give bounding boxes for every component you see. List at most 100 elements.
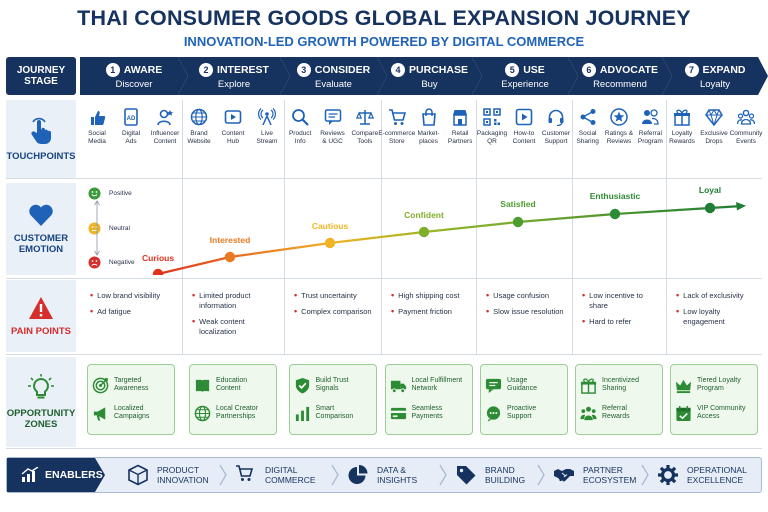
pain-point-item: • Low brand visibility xyxy=(90,291,184,301)
globe-icon xyxy=(194,405,211,421)
touchpoint-item: Referral Program xyxy=(633,108,667,146)
stage-chevron: 6 ADVOCATE Recommend xyxy=(568,57,672,95)
touchpoint-item: AD Digital Ads xyxy=(114,108,148,146)
cart-icon xyxy=(236,465,254,481)
enabler-item: OPERATIONAL EXCELLENCE xyxy=(657,458,747,492)
emotion-label: Confident xyxy=(404,210,444,220)
stage-name: EXPAND xyxy=(702,63,746,76)
column-divider xyxy=(284,100,285,354)
touchpoint-item: Product Info xyxy=(283,108,317,146)
emotion-label: Cautious xyxy=(312,221,349,231)
touchpoint-item: E-commerce Store xyxy=(378,108,415,146)
shield-check-icon xyxy=(295,377,309,394)
emotion-point xyxy=(512,216,524,228)
handshake-icon xyxy=(554,469,574,482)
bullet-icon: • xyxy=(192,316,196,326)
pain-point-list: • Lack of exclusivity • Low loyalty engagem… xyxy=(676,291,768,333)
column-divider xyxy=(572,100,573,354)
bullet-icon: • xyxy=(391,306,395,316)
pain-point-list: • High shipping cost • Payment friction xyxy=(391,291,485,323)
opportunity-item: Tiered Loyalty Program xyxy=(675,371,753,399)
opportunity-item: Usage Guidance xyxy=(485,371,563,399)
touchpoints-label: TOUCHPOINTS xyxy=(6,100,76,178)
pain-point-item: • High shipping cost xyxy=(391,291,485,301)
target-icon xyxy=(92,377,109,393)
touchpoint-item: Compare Tools xyxy=(348,108,382,146)
pain-point-item: • Usage confusion xyxy=(486,291,580,301)
touchpoint-label: Digital Ads xyxy=(121,130,141,145)
bullet-icon: • xyxy=(676,306,680,316)
opportunity-card: Education Content Local Creator Partnership… xyxy=(189,364,277,435)
stage-number: 6 xyxy=(582,63,596,77)
bullet-icon: • xyxy=(90,290,94,300)
happy-face-icon xyxy=(88,187,101,200)
touchpoint-label: Social Media xyxy=(88,130,106,145)
magnifier-icon xyxy=(292,109,309,126)
pain-point-text: Limited product information xyxy=(199,291,251,310)
chevron-separator-icon xyxy=(641,464,649,486)
cart-icon xyxy=(388,109,406,125)
touchpoint-item: Brand Website xyxy=(182,108,216,146)
warning-icon xyxy=(29,296,53,319)
bullet-icon: • xyxy=(192,290,196,300)
book-icon xyxy=(195,379,210,392)
chevron-separator-icon xyxy=(537,464,545,486)
pain-point-item: • Low incentive to share xyxy=(582,291,676,311)
bullet-icon: • xyxy=(294,290,298,300)
emotion-label: Loyal xyxy=(699,185,721,195)
opportunity-text: Seamless Payments xyxy=(411,404,443,421)
scale-icon xyxy=(355,110,374,125)
pain-points-label: PAIN POINTS xyxy=(6,280,76,352)
stage-number: 1 xyxy=(106,63,120,77)
pain-point-text: Weak content localization xyxy=(199,317,245,336)
gift-icon xyxy=(580,378,597,394)
cube-icon xyxy=(128,464,148,486)
enabler-label: BRAND BUILDING xyxy=(485,465,526,485)
emotion-point xyxy=(324,237,336,249)
touchpoint-label: Social Sharing xyxy=(576,130,599,145)
broadcast-icon xyxy=(258,108,276,126)
touchpoint-label: Live Stream xyxy=(256,130,278,145)
play-icon xyxy=(224,110,242,124)
pain-point-text: Slow issue resolution xyxy=(493,307,564,316)
touchpoint-label: Customer Support xyxy=(541,130,571,145)
stage-number: 7 xyxy=(685,63,699,77)
opportunity-text: Tiered Loyalty Program xyxy=(697,376,741,393)
opportunity-text: Referral Rewards xyxy=(602,404,630,421)
touchpoint-label: Influencer Content xyxy=(150,130,180,145)
column-divider xyxy=(666,100,667,354)
enabler-item: DIGITAL COMMERCE xyxy=(235,458,316,492)
enabler-label: PARTNER ECOSYSTEM xyxy=(583,465,637,485)
stage-chevron: 3 CONSIDER Evaluate xyxy=(280,57,387,95)
touchpoint-label: Loyalty Rewards xyxy=(669,130,695,145)
enabler-item: PRODUCT INNOVATION xyxy=(127,458,209,492)
star-icon xyxy=(610,108,628,126)
emotion-label: Satisfied xyxy=(500,199,535,209)
opportunity-text: Smart Comparison xyxy=(315,404,354,421)
influencer-icon xyxy=(157,109,173,126)
megaphone-icon xyxy=(93,406,106,421)
stage-number: 3 xyxy=(297,63,311,77)
opportunity-text: Usage Guidance xyxy=(507,376,537,393)
touchpoint-label: Product Info xyxy=(288,130,312,145)
opportunity-text: VIP Community Access xyxy=(697,404,746,421)
enabler-item: PARTNER ECOSYSTEM xyxy=(553,458,636,492)
opportunity-item: Seamless Payments xyxy=(390,399,468,427)
opportunity-card: Incentivized Sharing Referral Rewards xyxy=(575,364,663,435)
touchpoint-label: Retail Partners xyxy=(447,130,473,145)
pain-point-item: • Low loyalty engagement xyxy=(676,307,768,327)
touchpoint-item: Ratings & Reviews xyxy=(602,108,636,146)
touchpoint-item: Market-places xyxy=(412,108,446,146)
bullet-icon: • xyxy=(486,306,490,316)
row-divider xyxy=(6,448,762,449)
emotion-scale-arrows xyxy=(94,200,100,256)
opportunity-item: Proactive Support xyxy=(485,399,563,427)
touchpoint-item: Social Sharing xyxy=(571,108,605,146)
enabler-item: DATA & INSIGHTS xyxy=(347,458,417,492)
pain-point-text: Complex comparison xyxy=(301,307,372,316)
stage-chevron: 1 AWARE Discover xyxy=(80,57,188,95)
opportunity-text: Local Creator Partnerships xyxy=(216,404,259,421)
emotion-label: Interested xyxy=(210,235,251,245)
touchpoint-label: Ratings & Reviews xyxy=(604,130,634,145)
touchpoint-item: Loyalty Rewards xyxy=(665,108,699,146)
